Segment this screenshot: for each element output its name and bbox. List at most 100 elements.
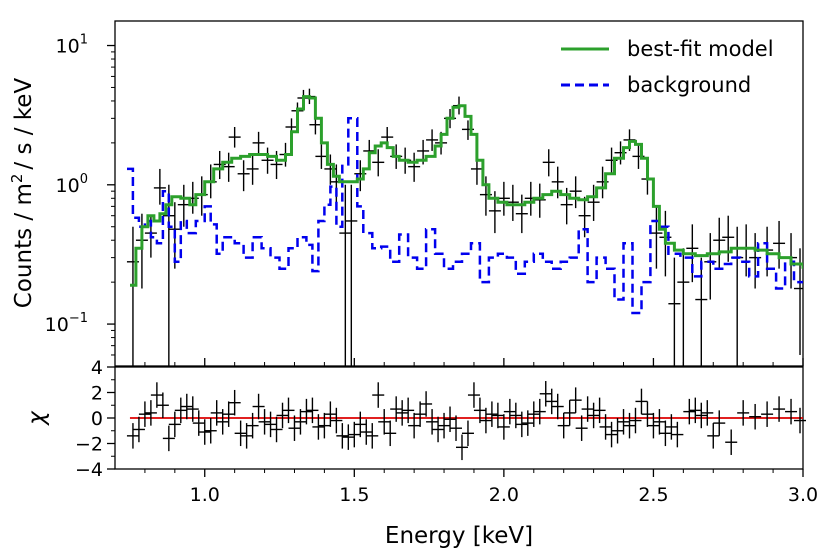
residual-point (683, 398, 696, 425)
residual-ylabel: χ (24, 410, 50, 427)
residual-point (725, 429, 738, 455)
residual-point (378, 409, 391, 435)
residual-point (438, 412, 451, 439)
residual-point (162, 425, 175, 452)
residual-y-tick-label: 4 (91, 357, 103, 379)
residual-point (270, 416, 283, 443)
residual-point (635, 388, 648, 415)
main-y-tick-label: 100 (56, 172, 88, 197)
data-point (569, 176, 582, 209)
residual-point (330, 407, 343, 434)
residual-point (306, 397, 319, 424)
residual-y-tick-label: −4 (75, 459, 103, 481)
data-point (533, 183, 546, 218)
residual-point (551, 393, 564, 420)
data-point (668, 257, 681, 366)
data-point (177, 184, 190, 227)
data-point (704, 233, 717, 300)
main-ylabel: Counts / m2 / s / keV (8, 78, 37, 309)
residual-point (737, 400, 750, 426)
x-tick-label: 2.0 (489, 484, 519, 506)
residual-point (384, 420, 397, 447)
residual-point (563, 400, 576, 426)
residual-point (695, 402, 708, 429)
model-layer (130, 95, 803, 287)
residual-point (761, 401, 774, 427)
residual-point (156, 392, 169, 418)
data-point (261, 147, 274, 174)
residual-point (342, 424, 355, 450)
residual-point (222, 401, 235, 427)
residual-point (360, 419, 373, 445)
residual-point (773, 396, 786, 422)
background-layer (127, 117, 803, 315)
data-point (677, 248, 690, 366)
residual-point (402, 397, 415, 424)
residual-point (665, 414, 678, 440)
x-axis-label: Energy [keV] (385, 523, 533, 549)
main-panel-frame (114, 20, 804, 367)
data-point (713, 217, 726, 269)
residual-point (575, 415, 588, 441)
residual-point (605, 421, 618, 448)
residual-point (324, 401, 337, 427)
data-point (222, 152, 235, 182)
residual-point (659, 420, 672, 447)
residual-point (557, 412, 570, 439)
tick-exponent: 1 (80, 33, 88, 48)
residual-point (150, 382, 163, 408)
residual-point (503, 398, 516, 425)
residual-point (569, 387, 582, 413)
data-point (315, 144, 328, 169)
residual-point (354, 411, 367, 438)
residual-point (461, 420, 474, 447)
residual-point (707, 423, 720, 449)
residual-point (414, 401, 427, 427)
legend: best-fit model background (561, 37, 774, 97)
data-point (773, 220, 786, 269)
data-point (695, 257, 708, 366)
tick-base: 10 (45, 314, 69, 336)
data-point (650, 206, 663, 269)
residual-point (473, 397, 486, 424)
residual-point (168, 411, 181, 438)
tick-base: 10 (56, 175, 80, 197)
residual-point (300, 398, 313, 425)
data-point (252, 131, 265, 155)
residual-point (372, 382, 385, 408)
x-tick-label: 2.5 (638, 484, 668, 506)
residual-point (491, 402, 504, 429)
data-point (497, 181, 510, 216)
residual-point (467, 382, 480, 408)
residual-plot-area (126, 381, 807, 461)
residual-y-tick-label: −2 (75, 434, 103, 456)
residual-point (617, 409, 630, 435)
residual-point (749, 403, 762, 430)
data-point (587, 184, 600, 221)
residual-point (623, 412, 636, 439)
residual-point (599, 414, 612, 440)
residual-point (186, 396, 199, 422)
residual-point (593, 397, 606, 424)
residual-point (312, 414, 325, 440)
residual-y-tick-label: 2 (91, 383, 103, 405)
residual-point (455, 434, 468, 461)
residual-point (426, 409, 439, 435)
residual-point (198, 419, 211, 445)
residual-point (539, 381, 552, 407)
main-plot-area (126, 88, 803, 366)
residual-point (396, 400, 409, 426)
tick-exponent: −1 (69, 311, 88, 326)
residual-point (689, 397, 702, 424)
model-series-line (130, 95, 803, 287)
residual-point (258, 409, 271, 435)
residual-point (497, 414, 510, 440)
residual-point (794, 407, 807, 434)
main-ylabel-sup: 2 (8, 174, 26, 184)
residual-point (234, 420, 247, 447)
main-y-tick-label: 10−1 (45, 311, 88, 336)
residual-point (126, 423, 139, 449)
background-series-line (127, 117, 803, 315)
